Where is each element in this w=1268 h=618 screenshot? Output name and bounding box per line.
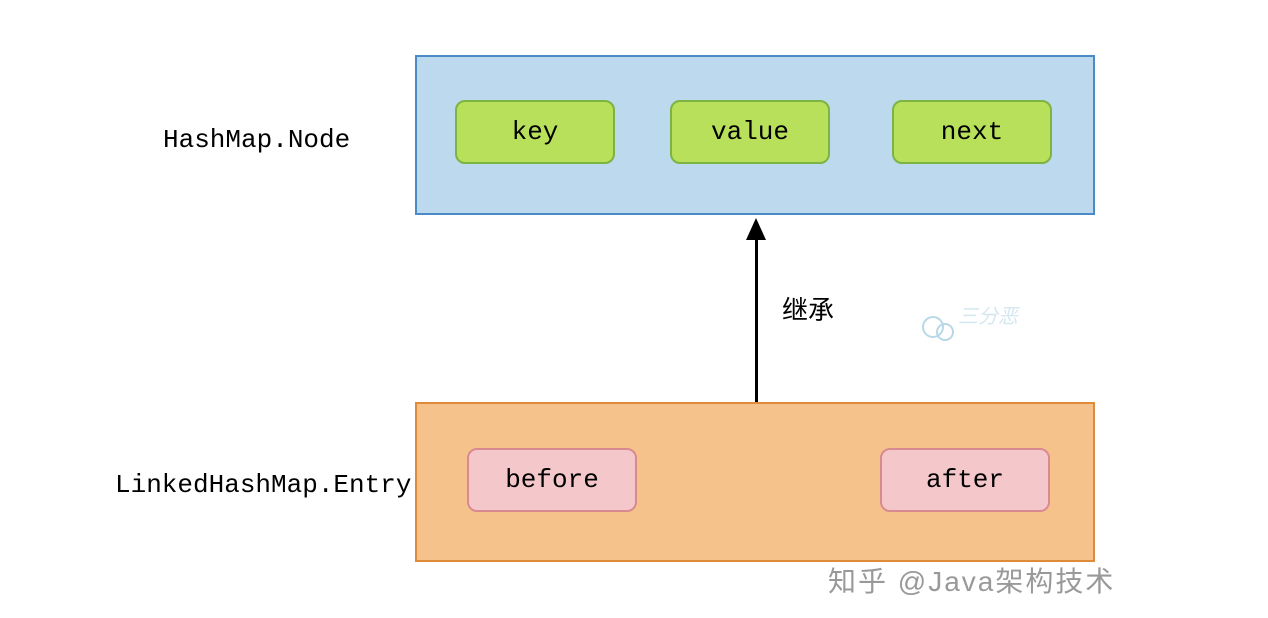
linkedhashmap-field-after: after xyxy=(880,448,1050,512)
field-text: next xyxy=(941,117,1003,147)
hashmap-label: HashMap.Node xyxy=(163,125,350,155)
field-text: key xyxy=(512,117,559,147)
field-text: before xyxy=(505,465,599,495)
watermark-main: 知乎 @Java架构技术 xyxy=(828,560,1115,600)
watermark-faint-text: 三分恶 xyxy=(958,300,1018,329)
linkedhashmap-field-before: before xyxy=(467,448,637,512)
hashmap-field-next: next xyxy=(892,100,1052,164)
field-text: value xyxy=(711,117,789,147)
inheritance-arrow-label: 继承 xyxy=(782,290,834,327)
hashmap-field-key: key xyxy=(455,100,615,164)
inheritance-arrow-line xyxy=(755,238,758,402)
hashmap-field-value: value xyxy=(670,100,830,164)
field-text: after xyxy=(926,465,1004,495)
watermark-circles-icon xyxy=(920,314,960,349)
inheritance-arrow-head xyxy=(746,218,766,240)
linkedhashmap-label: LinkedHashMap.Entry xyxy=(115,470,411,500)
